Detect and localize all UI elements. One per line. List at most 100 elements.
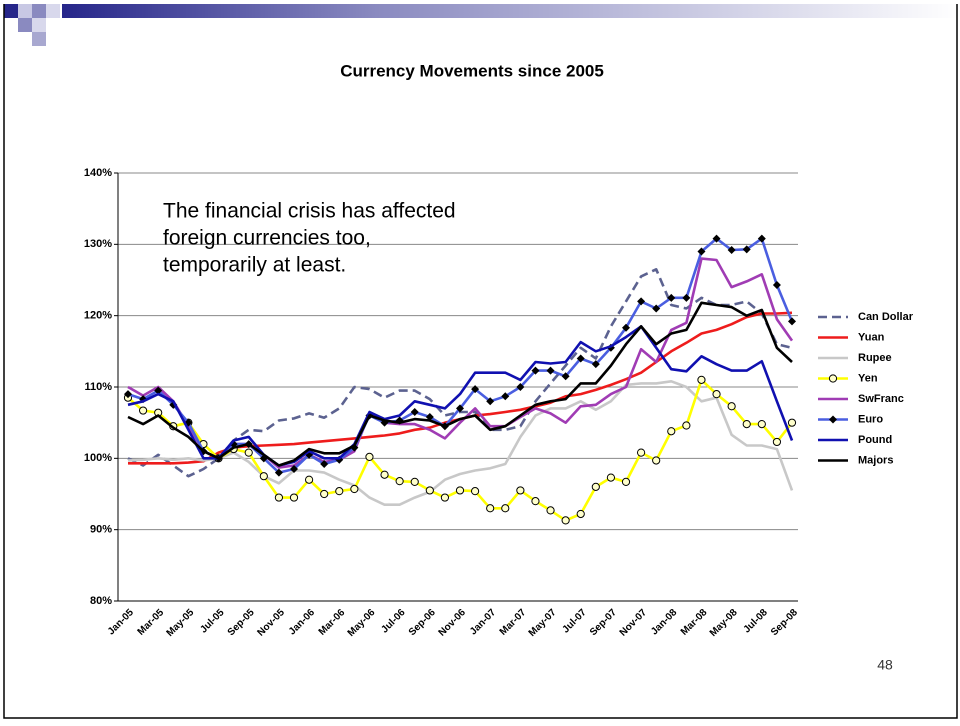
point-marker	[712, 390, 721, 399]
point-marker	[124, 390, 132, 399]
point-marker	[712, 234, 721, 243]
series-line	[127, 301, 793, 467]
point-marker	[320, 460, 329, 469]
square	[18, 4, 32, 18]
corner-squares	[4, 4, 60, 46]
annotation: temporarily at least.	[163, 254, 346, 277]
series	[127, 325, 794, 467]
point-marker	[576, 509, 585, 519]
legend-label: Yen	[858, 372, 878, 384]
point-marker	[365, 452, 374, 462]
series	[127, 301, 793, 467]
chart-title: Currency Movements since 2005	[340, 61, 604, 80]
point-marker	[622, 323, 630, 332]
point-marker	[531, 366, 540, 375]
legend-label: Yuan	[858, 331, 885, 343]
point-marker	[546, 506, 555, 515]
y-tick-label: 110%	[84, 381, 112, 393]
point-marker	[290, 465, 298, 474]
y-tick-label: 100%	[84, 452, 112, 464]
point-marker	[410, 407, 419, 416]
point-marker	[470, 487, 480, 496]
point-marker	[621, 477, 631, 486]
point-marker	[561, 516, 570, 525]
point-marker	[516, 383, 525, 391]
point-marker	[652, 304, 661, 313]
point-marker	[335, 487, 344, 496]
y-tick-label: 80%	[90, 595, 112, 607]
point-marker	[395, 477, 404, 486]
point-marker	[757, 419, 766, 429]
point-marker	[637, 297, 646, 306]
legend-label: Euro	[858, 413, 883, 425]
point-marker	[697, 247, 706, 256]
y-tick-label: 130%	[84, 238, 112, 250]
point-marker	[531, 497, 540, 506]
point-marker	[788, 317, 796, 326]
point-marker	[591, 482, 600, 491]
point-marker	[727, 246, 736, 255]
annotation: foreign currencies too,	[163, 227, 371, 250]
point-marker	[425, 486, 434, 495]
top-bar	[62, 4, 960, 18]
point-marker	[682, 293, 691, 302]
point-marker	[501, 504, 510, 513]
y-tick-label: 140%	[84, 167, 112, 179]
point-marker	[727, 402, 736, 411]
point-marker	[138, 406, 148, 415]
point-marker	[772, 280, 781, 289]
point-marker	[546, 366, 555, 375]
point-marker	[304, 475, 314, 484]
point-marker	[682, 421, 691, 430]
point-marker	[757, 234, 766, 243]
series-line	[127, 380, 794, 506]
point-marker	[486, 504, 495, 513]
point-marker	[561, 372, 570, 381]
legend-label: Rupee	[858, 352, 892, 364]
point-marker	[320, 489, 329, 499]
square	[32, 32, 46, 46]
point-marker	[289, 493, 299, 502]
point-marker	[606, 473, 616, 482]
legend-marker	[828, 374, 838, 383]
point-marker	[667, 293, 676, 302]
legend-marker	[829, 415, 837, 424]
point-marker	[456, 404, 464, 413]
series	[127, 380, 794, 506]
square	[32, 18, 46, 32]
point-marker	[274, 493, 284, 502]
point-marker	[440, 493, 450, 502]
slide-frame	[3, 4, 958, 719]
point-marker	[742, 419, 751, 429]
point-marker	[697, 375, 706, 384]
point-marker	[259, 472, 268, 481]
point-marker	[244, 448, 253, 457]
point-marker	[471, 385, 480, 394]
point-marker	[425, 412, 434, 421]
series-line	[127, 325, 794, 467]
point-marker	[772, 437, 782, 447]
point-marker	[516, 486, 525, 495]
point-marker	[274, 468, 283, 477]
point-marker	[501, 392, 510, 401]
point-marker	[591, 360, 600, 369]
square	[18, 18, 32, 32]
y-tick-label: 120%	[84, 310, 112, 322]
square	[46, 4, 60, 18]
legend-label: SwFranc	[858, 393, 904, 405]
point-marker	[636, 448, 646, 457]
point-marker	[652, 456, 661, 465]
point-marker	[410, 477, 419, 486]
legend-label: Pound	[858, 434, 892, 446]
annotation: The financial crisis has affected	[163, 200, 456, 223]
point-marker	[350, 484, 359, 494]
legend-label: Majors	[858, 454, 893, 466]
square	[32, 4, 46, 18]
point-marker	[787, 418, 797, 427]
point-marker	[154, 386, 163, 395]
point-marker	[380, 470, 389, 479]
point-marker	[486, 397, 495, 406]
y-tick-label: 90%	[90, 524, 112, 536]
